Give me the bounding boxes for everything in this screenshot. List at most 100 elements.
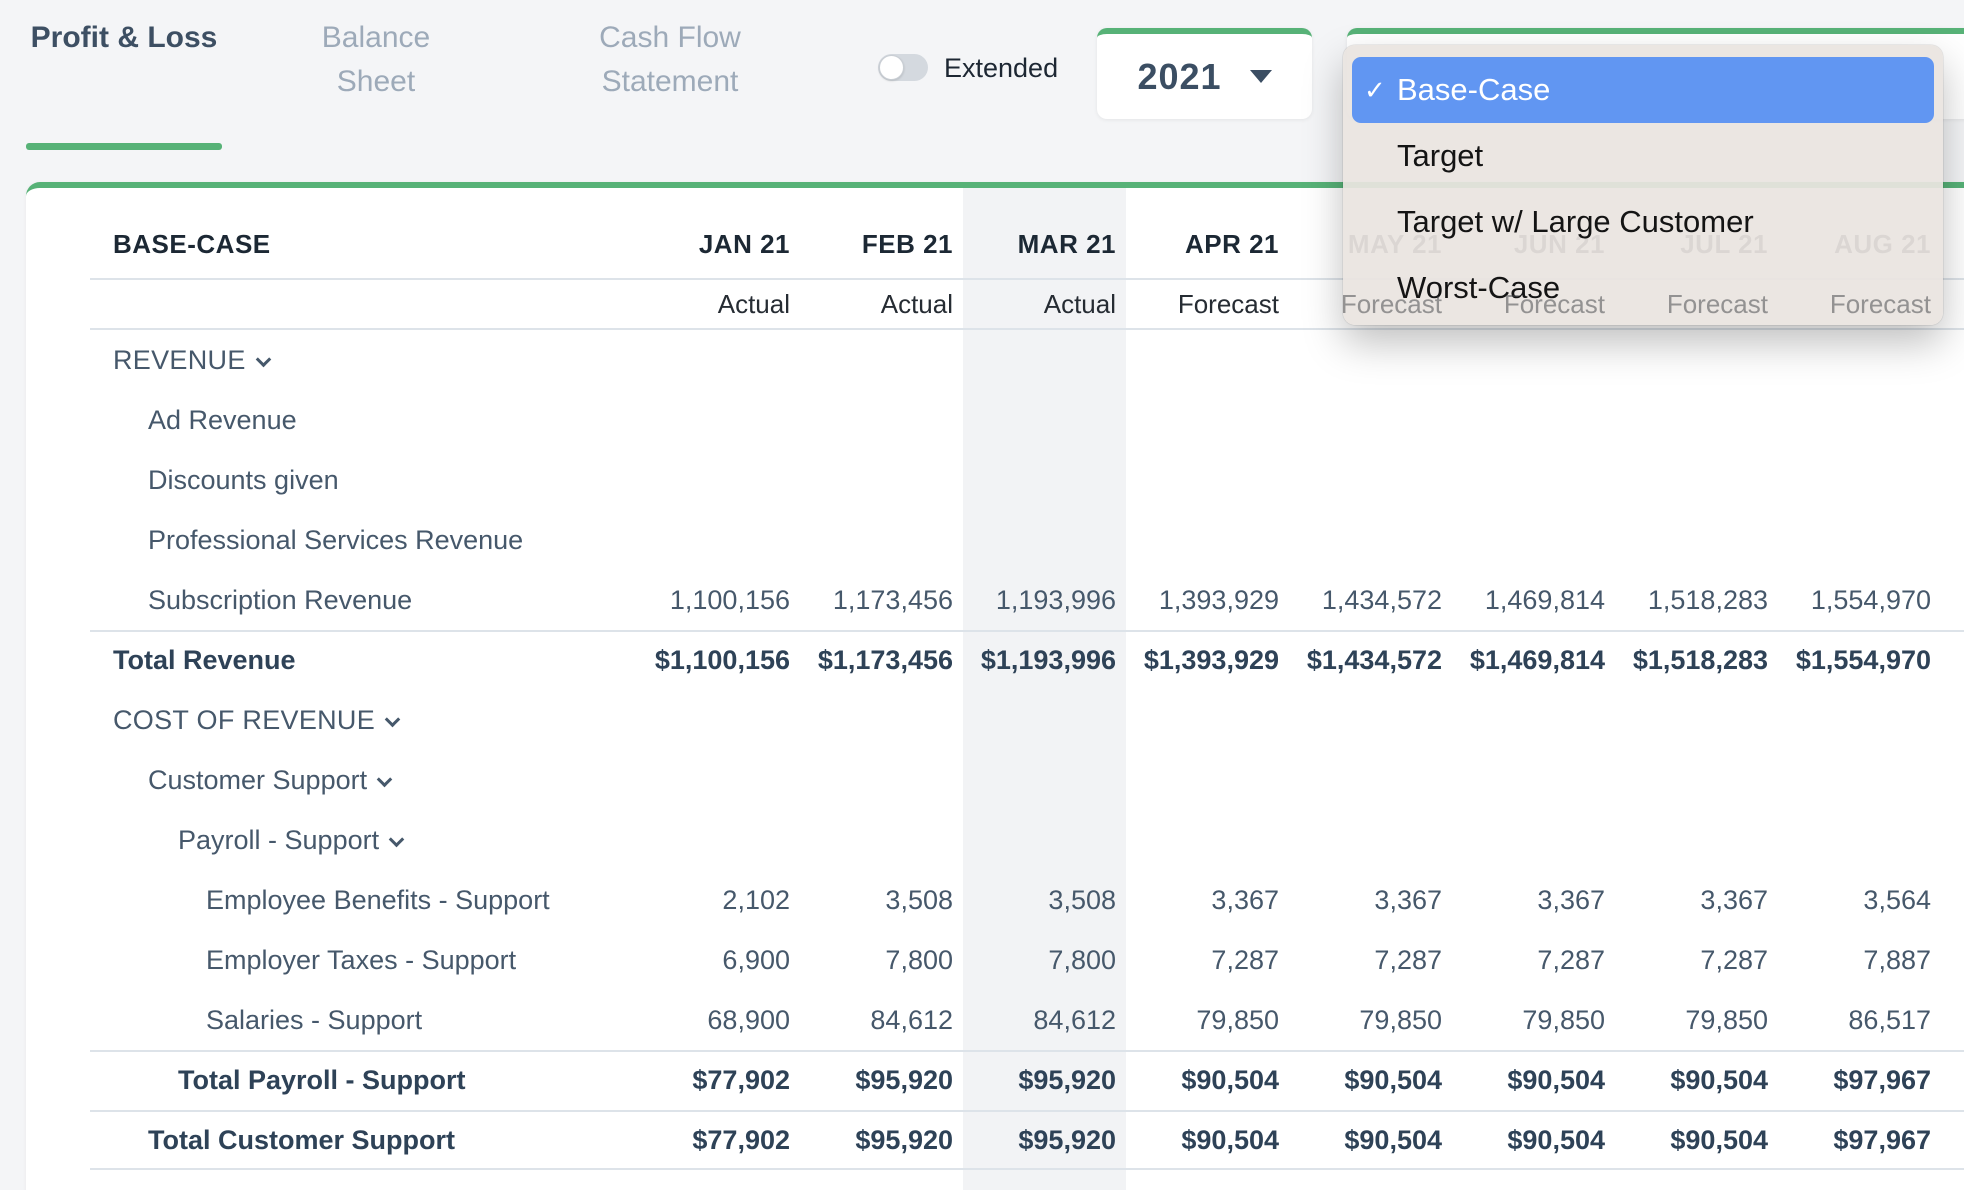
scenario-option-label: Worst-Case bbox=[1397, 270, 1561, 305]
value-cell: 3,564 bbox=[1863, 884, 1931, 915]
value-cell: $90,504 bbox=[1507, 1124, 1605, 1155]
period-type-label: Actual bbox=[1043, 288, 1116, 319]
value-cell: $97,967 bbox=[1833, 1124, 1931, 1155]
row-label: Subscription Revenue bbox=[148, 584, 413, 615]
scenario-option[interactable]: Target w/ Large Customer bbox=[1352, 189, 1934, 255]
scenario-option[interactable]: Worst-Case bbox=[1352, 255, 1934, 321]
value-cell: $95,920 bbox=[1018, 1124, 1116, 1155]
row-label: Total Customer Support bbox=[148, 1124, 455, 1155]
value-cell: $77,902 bbox=[692, 1124, 790, 1155]
value-cell: 1,554,970 bbox=[1810, 584, 1931, 615]
table-row: Customer Support bbox=[26, 750, 1964, 810]
value-cell: 79,850 bbox=[1685, 1004, 1768, 1035]
table-row: Employer Taxes - Support 6,900 7,800 7,800 7… bbox=[26, 930, 1964, 990]
value-cell: $90,504 bbox=[1507, 1064, 1605, 1095]
tab-cash-flow-statement[interactable]: Cash Flow Statement bbox=[599, 21, 741, 98]
value-cell: $1,469,814 bbox=[1469, 644, 1605, 675]
value-cell: 68,900 bbox=[707, 1004, 790, 1035]
value-cell: $90,504 bbox=[1344, 1064, 1442, 1095]
row-label: Total Payroll - Support bbox=[178, 1064, 466, 1095]
current-month-highlight bbox=[963, 188, 1126, 1190]
value-cell: $1,393,929 bbox=[1143, 644, 1279, 675]
value-cell: 3,508 bbox=[885, 884, 953, 915]
table-row: Ad Revenue bbox=[26, 390, 1964, 450]
chevron-down-icon bbox=[1249, 70, 1272, 83]
row-label[interactable]: Payroll - Support bbox=[26, 825, 637, 856]
value-cell: 2,102 bbox=[722, 884, 790, 915]
period-type-label: Forecast bbox=[1177, 288, 1279, 319]
scenario-option[interactable]: ✓ Base-Case bbox=[1352, 57, 1934, 123]
value-cell: $95,920 bbox=[855, 1064, 953, 1095]
value-cell: 3,367 bbox=[1700, 884, 1768, 915]
value-cell: 1,173,456 bbox=[832, 584, 953, 615]
value-cell: 7,287 bbox=[1374, 944, 1442, 975]
scenario-option-label: Target w/ Large Customer bbox=[1397, 204, 1754, 239]
value-cell: 7,287 bbox=[1211, 944, 1279, 975]
chevron-down-icon bbox=[376, 771, 393, 787]
active-tab-underline bbox=[26, 143, 222, 150]
checkmark-icon: ✓ bbox=[1364, 74, 1386, 105]
value-cell: 84,612 bbox=[1033, 1004, 1116, 1035]
value-cell: 84,612 bbox=[870, 1004, 953, 1035]
value-cell: 7,800 bbox=[885, 944, 953, 975]
toggle-knob-icon bbox=[879, 55, 904, 80]
value-cell: 1,100,156 bbox=[669, 584, 790, 615]
chevron-down-icon bbox=[388, 831, 405, 847]
value-cell: $77,902 bbox=[692, 1064, 790, 1095]
value-cell: 7,287 bbox=[1700, 944, 1768, 975]
period-type-label: Actual bbox=[880, 288, 953, 319]
row-label[interactable]: COST OF REVENUE bbox=[26, 705, 637, 736]
value-cell: 3,367 bbox=[1211, 884, 1279, 915]
value-cell: 6,900 bbox=[722, 944, 790, 975]
value-cell: 1,434,572 bbox=[1321, 584, 1442, 615]
table-row: Total Payroll - Support $77,902 $95,920 $95… bbox=[26, 1050, 1964, 1110]
period-type-label: Actual bbox=[717, 288, 790, 319]
scenario-option[interactable]: Target bbox=[1352, 123, 1934, 189]
month-header: APR 21 bbox=[1184, 229, 1279, 259]
row-label: Discounts given bbox=[148, 464, 339, 495]
value-cell: 7,887 bbox=[1863, 944, 1931, 975]
extended-toggle[interactable] bbox=[878, 54, 928, 81]
value-cell: 3,367 bbox=[1374, 884, 1442, 915]
table-row: Discounts given bbox=[26, 450, 1964, 510]
tab-balance-sheet[interactable]: Balance Sheet bbox=[321, 21, 431, 98]
row-label[interactable]: Customer Support bbox=[26, 765, 637, 796]
month-header: MAR 21 bbox=[1017, 229, 1116, 259]
scenario-header-label: BASE-CASE bbox=[113, 229, 271, 259]
value-cell: 7,800 bbox=[1048, 944, 1116, 975]
value-cell: 86,517 bbox=[1848, 1004, 1931, 1035]
table-row: Total Customer Support $77,902 $95,920 $95,… bbox=[26, 1110, 1964, 1170]
scenario-option-label: Base-Case bbox=[1397, 72, 1551, 107]
table-row: Professional Services Revenue bbox=[26, 510, 1964, 570]
value-cell: 1,469,814 bbox=[1484, 584, 1605, 615]
year-select[interactable]: 2021 bbox=[1097, 28, 1312, 119]
table-row: Total Revenue $1,100,156 $1,173,456 $1,193,… bbox=[26, 630, 1964, 690]
value-cell: 3,367 bbox=[1537, 884, 1605, 915]
tab-profit-and-loss[interactable]: Profit & Loss bbox=[30, 21, 218, 54]
value-cell: $90,504 bbox=[1670, 1064, 1768, 1095]
scenario-dropdown-menu: ✓ Base-Case Target Target w/ Large Customer… bbox=[1343, 45, 1943, 325]
table-row: COST OF REVENUE bbox=[26, 690, 1964, 750]
value-cell: $90,504 bbox=[1670, 1124, 1768, 1155]
value-cell: $90,504 bbox=[1181, 1124, 1279, 1155]
value-cell: $97,967 bbox=[1833, 1064, 1931, 1095]
table-row: Payroll - Support bbox=[26, 810, 1964, 870]
table-row: Employee Benefits - Support 2,102 3,508 3,5… bbox=[26, 870, 1964, 930]
value-cell: $1,434,572 bbox=[1306, 644, 1442, 675]
row-label[interactable]: REVENUE bbox=[26, 345, 637, 376]
scenario-option-label: Target bbox=[1397, 138, 1484, 173]
value-cell: $1,193,996 bbox=[980, 644, 1116, 675]
row-label: Employer Taxes - Support bbox=[206, 944, 517, 975]
month-header: FEB 21 bbox=[861, 229, 953, 259]
value-cell: 1,518,283 bbox=[1647, 584, 1768, 615]
table-row: Subscription Revenue 1,100,156 1,173,456 1,… bbox=[26, 570, 1964, 630]
row-label: Ad Revenue bbox=[148, 404, 297, 435]
table-row: REVENUE bbox=[26, 330, 1964, 390]
value-cell: $1,554,970 bbox=[1795, 644, 1931, 675]
value-cell: 7,287 bbox=[1537, 944, 1605, 975]
row-label: Professional Services Revenue bbox=[148, 524, 524, 555]
chevron-down-icon bbox=[384, 711, 401, 727]
value-cell: $95,920 bbox=[1018, 1064, 1116, 1095]
